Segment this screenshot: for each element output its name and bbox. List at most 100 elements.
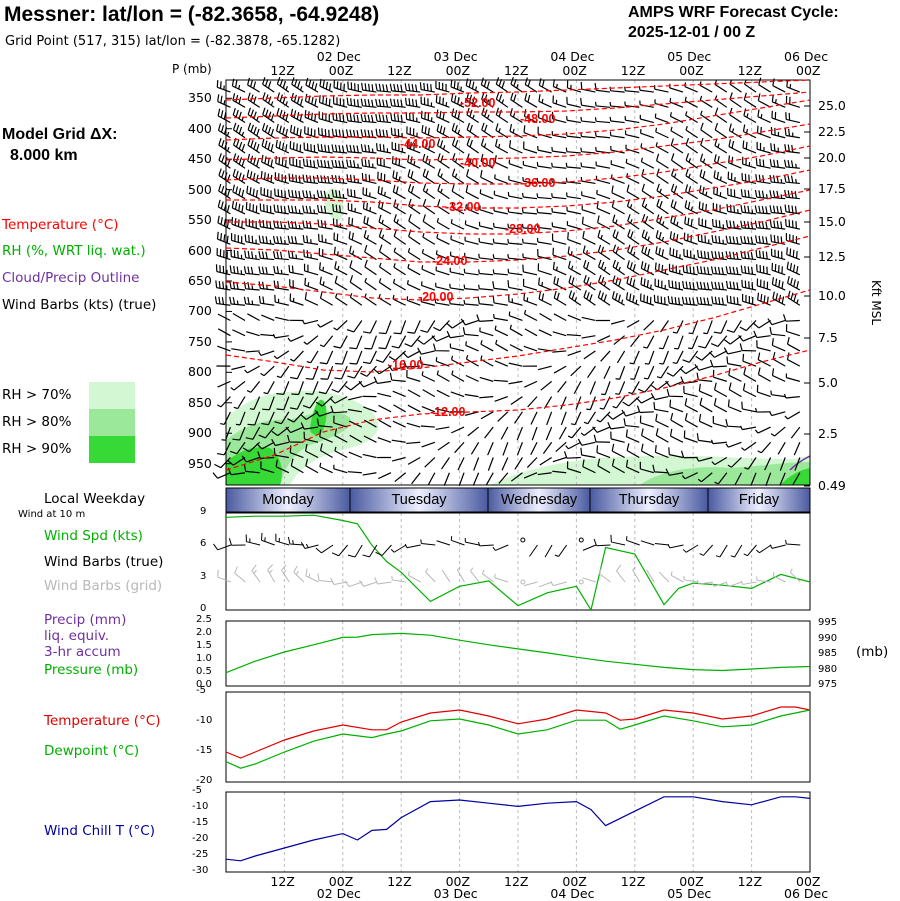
cs-barb <box>640 115 654 123</box>
surface-barb-true <box>744 545 757 556</box>
cs-barb <box>508 208 522 214</box>
cs-barb <box>788 291 800 305</box>
top-date-2: 04 Dec <box>550 49 594 64</box>
cs-barb <box>538 146 552 153</box>
cs-barb <box>772 277 785 290</box>
cs-barb <box>730 80 741 92</box>
contour-label-9: -16.00 <box>388 358 423 372</box>
cs-barb <box>683 265 697 275</box>
cs-barb <box>656 230 668 244</box>
cs-barb <box>688 336 697 349</box>
cs-barb <box>643 336 654 348</box>
contour-label-0: -52.00 <box>460 96 495 110</box>
surface-barb-true <box>626 536 639 545</box>
cs-barb <box>477 314 493 321</box>
cs-barb <box>376 84 391 93</box>
cs-barb <box>334 96 348 107</box>
surface-barb-grid <box>539 582 552 587</box>
cs-barb <box>698 336 712 348</box>
contour-label-7: -24.00 <box>432 254 467 268</box>
cs-barb <box>684 386 698 397</box>
model-grid-value: 8.000 km <box>10 147 78 165</box>
cs-barb <box>730 108 742 123</box>
top-date-0: 02 Dec <box>317 49 361 64</box>
cs-barb <box>581 448 595 458</box>
cs-barb <box>524 279 537 290</box>
cs-barb <box>531 412 537 425</box>
cs-barb <box>231 381 245 390</box>
cs-barb <box>274 205 289 214</box>
cs-barb <box>770 412 786 416</box>
cs-barb <box>697 266 712 275</box>
cs-barb <box>770 220 785 229</box>
cs-barb <box>421 426 435 427</box>
cs-barb <box>233 185 245 199</box>
cs-barb <box>216 264 230 275</box>
cs-barb <box>233 313 245 320</box>
pressure-tick-985: 985 <box>818 648 837 659</box>
cs-barb <box>350 351 362 364</box>
cs-barb <box>436 81 449 92</box>
height-level-8: 5.0 <box>818 375 838 390</box>
cs-barb <box>700 96 712 107</box>
cs-barb <box>611 320 625 324</box>
bottom-date-4: 06 Dec <box>784 886 828 901</box>
cs-barb <box>451 392 464 397</box>
surface-barb-true <box>451 536 464 545</box>
cs-barb <box>669 280 683 290</box>
cs-barb <box>523 239 537 245</box>
cs-barb <box>644 320 654 330</box>
cs-barb <box>628 381 639 393</box>
cs-barb <box>612 444 624 458</box>
cs-barb <box>363 454 377 457</box>
surface-barb-grid <box>495 574 508 582</box>
cs-barb <box>334 233 347 245</box>
cs-barb <box>479 285 494 290</box>
cs-barb <box>409 214 420 229</box>
cs-barb <box>553 234 567 245</box>
cs-barb <box>349 231 362 244</box>
cs-barb <box>442 458 450 470</box>
height-level-3: 17.5 <box>818 181 846 196</box>
cs-barb <box>452 184 464 198</box>
cs-barb <box>598 291 610 306</box>
cs-barb <box>335 261 347 275</box>
wind-speed-panel <box>213 513 810 610</box>
top-tick-0: 12Z <box>270 63 294 78</box>
cs-barb <box>408 248 420 259</box>
cs-barb <box>319 234 333 244</box>
cs-barb <box>291 125 304 138</box>
cs-barb <box>349 336 362 349</box>
surface-barb-grid <box>697 580 712 584</box>
cs-barb <box>581 98 596 107</box>
cs-barb <box>756 408 771 412</box>
contour-label-4: -36.00 <box>520 176 555 190</box>
cs-barb <box>757 278 770 290</box>
cs-barb <box>511 77 522 92</box>
cs-barb <box>320 79 333 92</box>
cs-barb <box>627 276 639 290</box>
cs-barb <box>473 473 478 486</box>
cs-barb <box>248 138 260 153</box>
cs-barb <box>423 390 435 397</box>
pressure-level-550: 550 <box>188 212 212 227</box>
cs-barb <box>244 266 259 275</box>
cs-barb <box>711 360 727 367</box>
cs-barb <box>627 260 639 274</box>
cs-barb <box>699 218 712 229</box>
cs-barb <box>611 160 624 168</box>
cs-barb <box>729 383 741 397</box>
height-level-6: 10.0 <box>818 288 846 303</box>
cs-barb <box>625 116 639 122</box>
cs-barb <box>347 320 362 331</box>
cs-barb <box>659 336 668 349</box>
cs-barb <box>493 281 508 290</box>
cs-barb <box>553 96 566 108</box>
cs-barb <box>218 94 231 107</box>
cs-barb <box>479 238 493 244</box>
top-tick-2: 12Z <box>387 63 411 78</box>
cs-barb <box>438 153 450 168</box>
wind-speed-tick-9: 9 <box>200 506 206 517</box>
cs-barb <box>772 338 785 351</box>
